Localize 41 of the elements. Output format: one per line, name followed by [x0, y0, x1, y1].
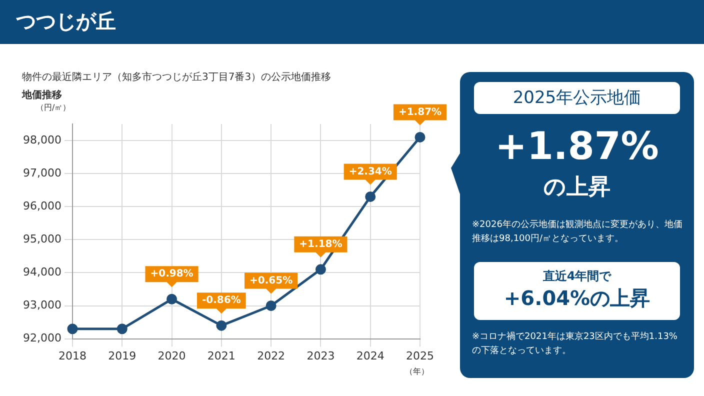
- annotation: +1.18%: [299, 238, 342, 250]
- y-tick-label: 93,000: [22, 298, 62, 312]
- x-tick-label: 2025: [406, 349, 434, 362]
- x-axis-title: （年）: [405, 366, 429, 377]
- point: [116, 324, 128, 334]
- annotation: +1.87%: [398, 106, 442, 118]
- x-tick-label: 2022: [257, 349, 286, 362]
- text: の上昇: [542, 174, 612, 202]
- text: ※2026年の公示地価は観測地点に変更があり、地価推移は98,100円/㎡となっています。: [472, 218, 684, 246]
- point: [216, 320, 227, 331]
- chart-title: つつじが丘: [16, 8, 116, 35]
- x-tick-label: 2024: [356, 349, 384, 362]
- text: ※コロナ禍で2021年は東京23区内でも平均1.13%の下落となっています。: [472, 330, 678, 358]
- y-tick-label: 95,000: [22, 232, 62, 246]
- y-tick-label: 96,000: [22, 199, 62, 212]
- y-tick-label: 94,000: [22, 266, 62, 279]
- text: 直近4年間で: [542, 268, 612, 285]
- text: +6.04%の上昇: [502, 285, 652, 312]
- y-axis-title: 地価推移: [22, 88, 62, 102]
- point: [414, 132, 426, 142]
- text: （円/㎡）: [36, 102, 71, 113]
- x-tick-label: 2023: [306, 349, 335, 362]
- y-tick-label: 98,000: [22, 133, 62, 146]
- text: +1.87%: [494, 124, 660, 168]
- point: [266, 300, 276, 312]
- annotation: +0.65%: [250, 275, 293, 286]
- chart-subtitle: 物件の最近隣エリア（知多市つつじが丘3丁目7番3）の公示地価推移: [22, 70, 332, 84]
- y-tick-label: 92,000: [22, 332, 62, 345]
- y-tick-label: 97,000: [22, 166, 62, 180]
- point: [365, 191, 376, 202]
- x-tick-label: 2018: [58, 349, 86, 362]
- point: [166, 294, 178, 304]
- annotation: +2.34%: [348, 166, 392, 178]
- point: [67, 324, 78, 334]
- annotation: -0.86%: [202, 295, 241, 306]
- x-tick-label: 2019: [108, 349, 136, 362]
- point: [315, 264, 326, 275]
- annotation: +0.98%: [150, 268, 194, 280]
- x-tick-label: 2021: [207, 349, 236, 362]
- text: 2025年公示地価: [474, 82, 680, 114]
- x-tick-label: 2020: [158, 349, 186, 362]
